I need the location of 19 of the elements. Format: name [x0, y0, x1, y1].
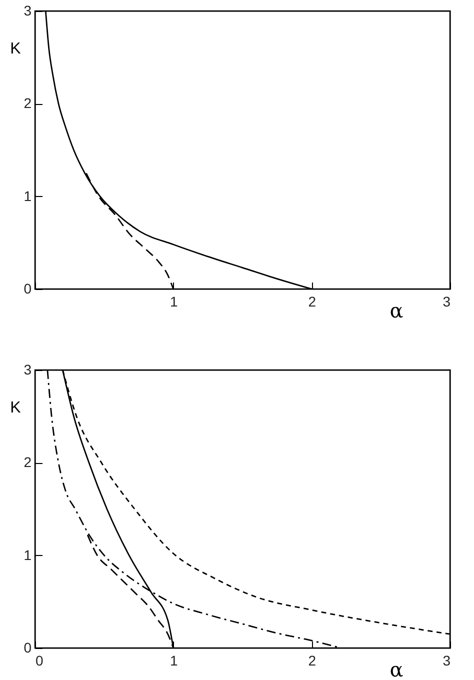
- x-tick-label: 2: [308, 652, 316, 668]
- x-axis-title: α: [390, 658, 404, 680]
- x-tick-label: 3: [442, 294, 451, 310]
- y-tick-label: 2: [24, 95, 32, 112]
- y-axis-title: K: [10, 40, 22, 58]
- y-tick-label: 3: [24, 2, 32, 18]
- y-tick-label: 2: [24, 454, 32, 470]
- y-tick-label: 3: [24, 362, 32, 378]
- y-tick-label: 1: [24, 546, 32, 563]
- x-tick-label: 3: [442, 652, 451, 668]
- x-tick-label: 2: [308, 294, 316, 310]
- y-tick-label: 1: [24, 188, 32, 204]
- y-tick-label: 0: [24, 280, 32, 296]
- y-tick-label: 0: [24, 640, 32, 656]
- x-tick-label: 0: [36, 652, 44, 668]
- x-tick-label: 1: [170, 652, 178, 668]
- y-axis-title: K: [10, 400, 22, 416]
- x-tick-label: 1: [170, 294, 178, 310]
- x-axis-title: α: [390, 298, 404, 322]
